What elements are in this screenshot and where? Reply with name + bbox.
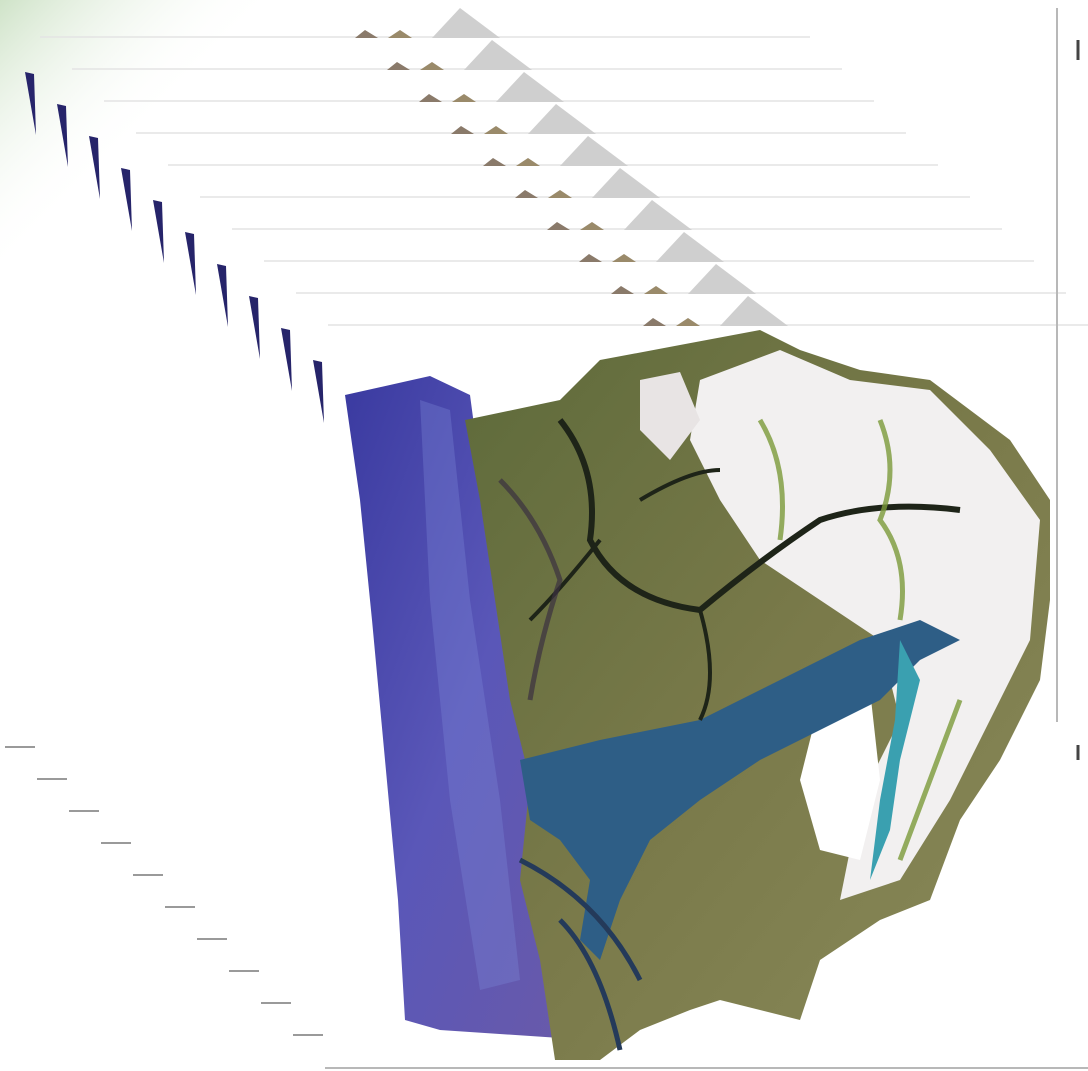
- snow: [640, 372, 700, 460]
- image-edge-trail: [281, 328, 292, 391]
- image-edge-trail: [185, 232, 196, 295]
- fjord: [557, 418, 961, 614]
- fjord-water: [870, 640, 920, 880]
- image-edge-trail: [313, 360, 324, 423]
- snow: [800, 690, 880, 860]
- mountain-trail: [688, 264, 756, 294]
- mountain-trail: [624, 200, 692, 230]
- fjord: [518, 857, 643, 1051]
- mountain-trail: [451, 126, 474, 134]
- image-edge-trail: [25, 72, 36, 135]
- image-edge-trail: [57, 104, 68, 167]
- mountain-trail: [528, 104, 596, 134]
- mountain-trail: [656, 232, 724, 262]
- mountain-trail: [644, 286, 668, 294]
- fjord: [528, 468, 721, 721]
- mountain-trail: [612, 254, 636, 262]
- mountain-trail: [483, 158, 506, 166]
- valley: [757, 418, 963, 861]
- desktop-corner: [0, 0, 400, 400]
- image-edge-trail: [249, 296, 260, 359]
- mountain-trail: [388, 30, 412, 38]
- mountain-trail: [643, 318, 666, 326]
- mountain-trail: [547, 222, 570, 230]
- mountain-trail: [592, 168, 660, 198]
- mountain-trail: [355, 30, 378, 38]
- mountain-trail: [516, 158, 540, 166]
- mountain-trail: [420, 62, 444, 70]
- mountain-trail: [387, 62, 410, 70]
- mountain-trail: [580, 222, 604, 230]
- mountain-trail: [548, 190, 572, 198]
- window-trails: [5, 8, 1088, 1036]
- mountain-trail: [484, 126, 508, 134]
- mountain-trail: [720, 296, 788, 326]
- mountain-trail: [560, 136, 628, 166]
- satellite-image: [345, 330, 1050, 1060]
- mountain-trail: [611, 286, 634, 294]
- mountain-trail: [432, 8, 500, 38]
- image-edge-trail: [217, 264, 228, 327]
- sea-haze: [420, 400, 520, 990]
- image-edge-trail: [153, 200, 164, 263]
- snow: [690, 350, 1040, 900]
- mountain-trail: [676, 318, 700, 326]
- mountain-trail: [464, 40, 532, 70]
- mountain-trail: [419, 94, 442, 102]
- mountain-trail: [579, 254, 602, 262]
- fjord-water: [520, 620, 960, 960]
- mountain-trail: [515, 190, 538, 198]
- image-edge-trail: [89, 136, 100, 199]
- mountain-trail: [496, 72, 564, 102]
- image-edge-trail: [121, 168, 132, 231]
- mountain-trail: [452, 94, 476, 102]
- fjord: [498, 478, 563, 701]
